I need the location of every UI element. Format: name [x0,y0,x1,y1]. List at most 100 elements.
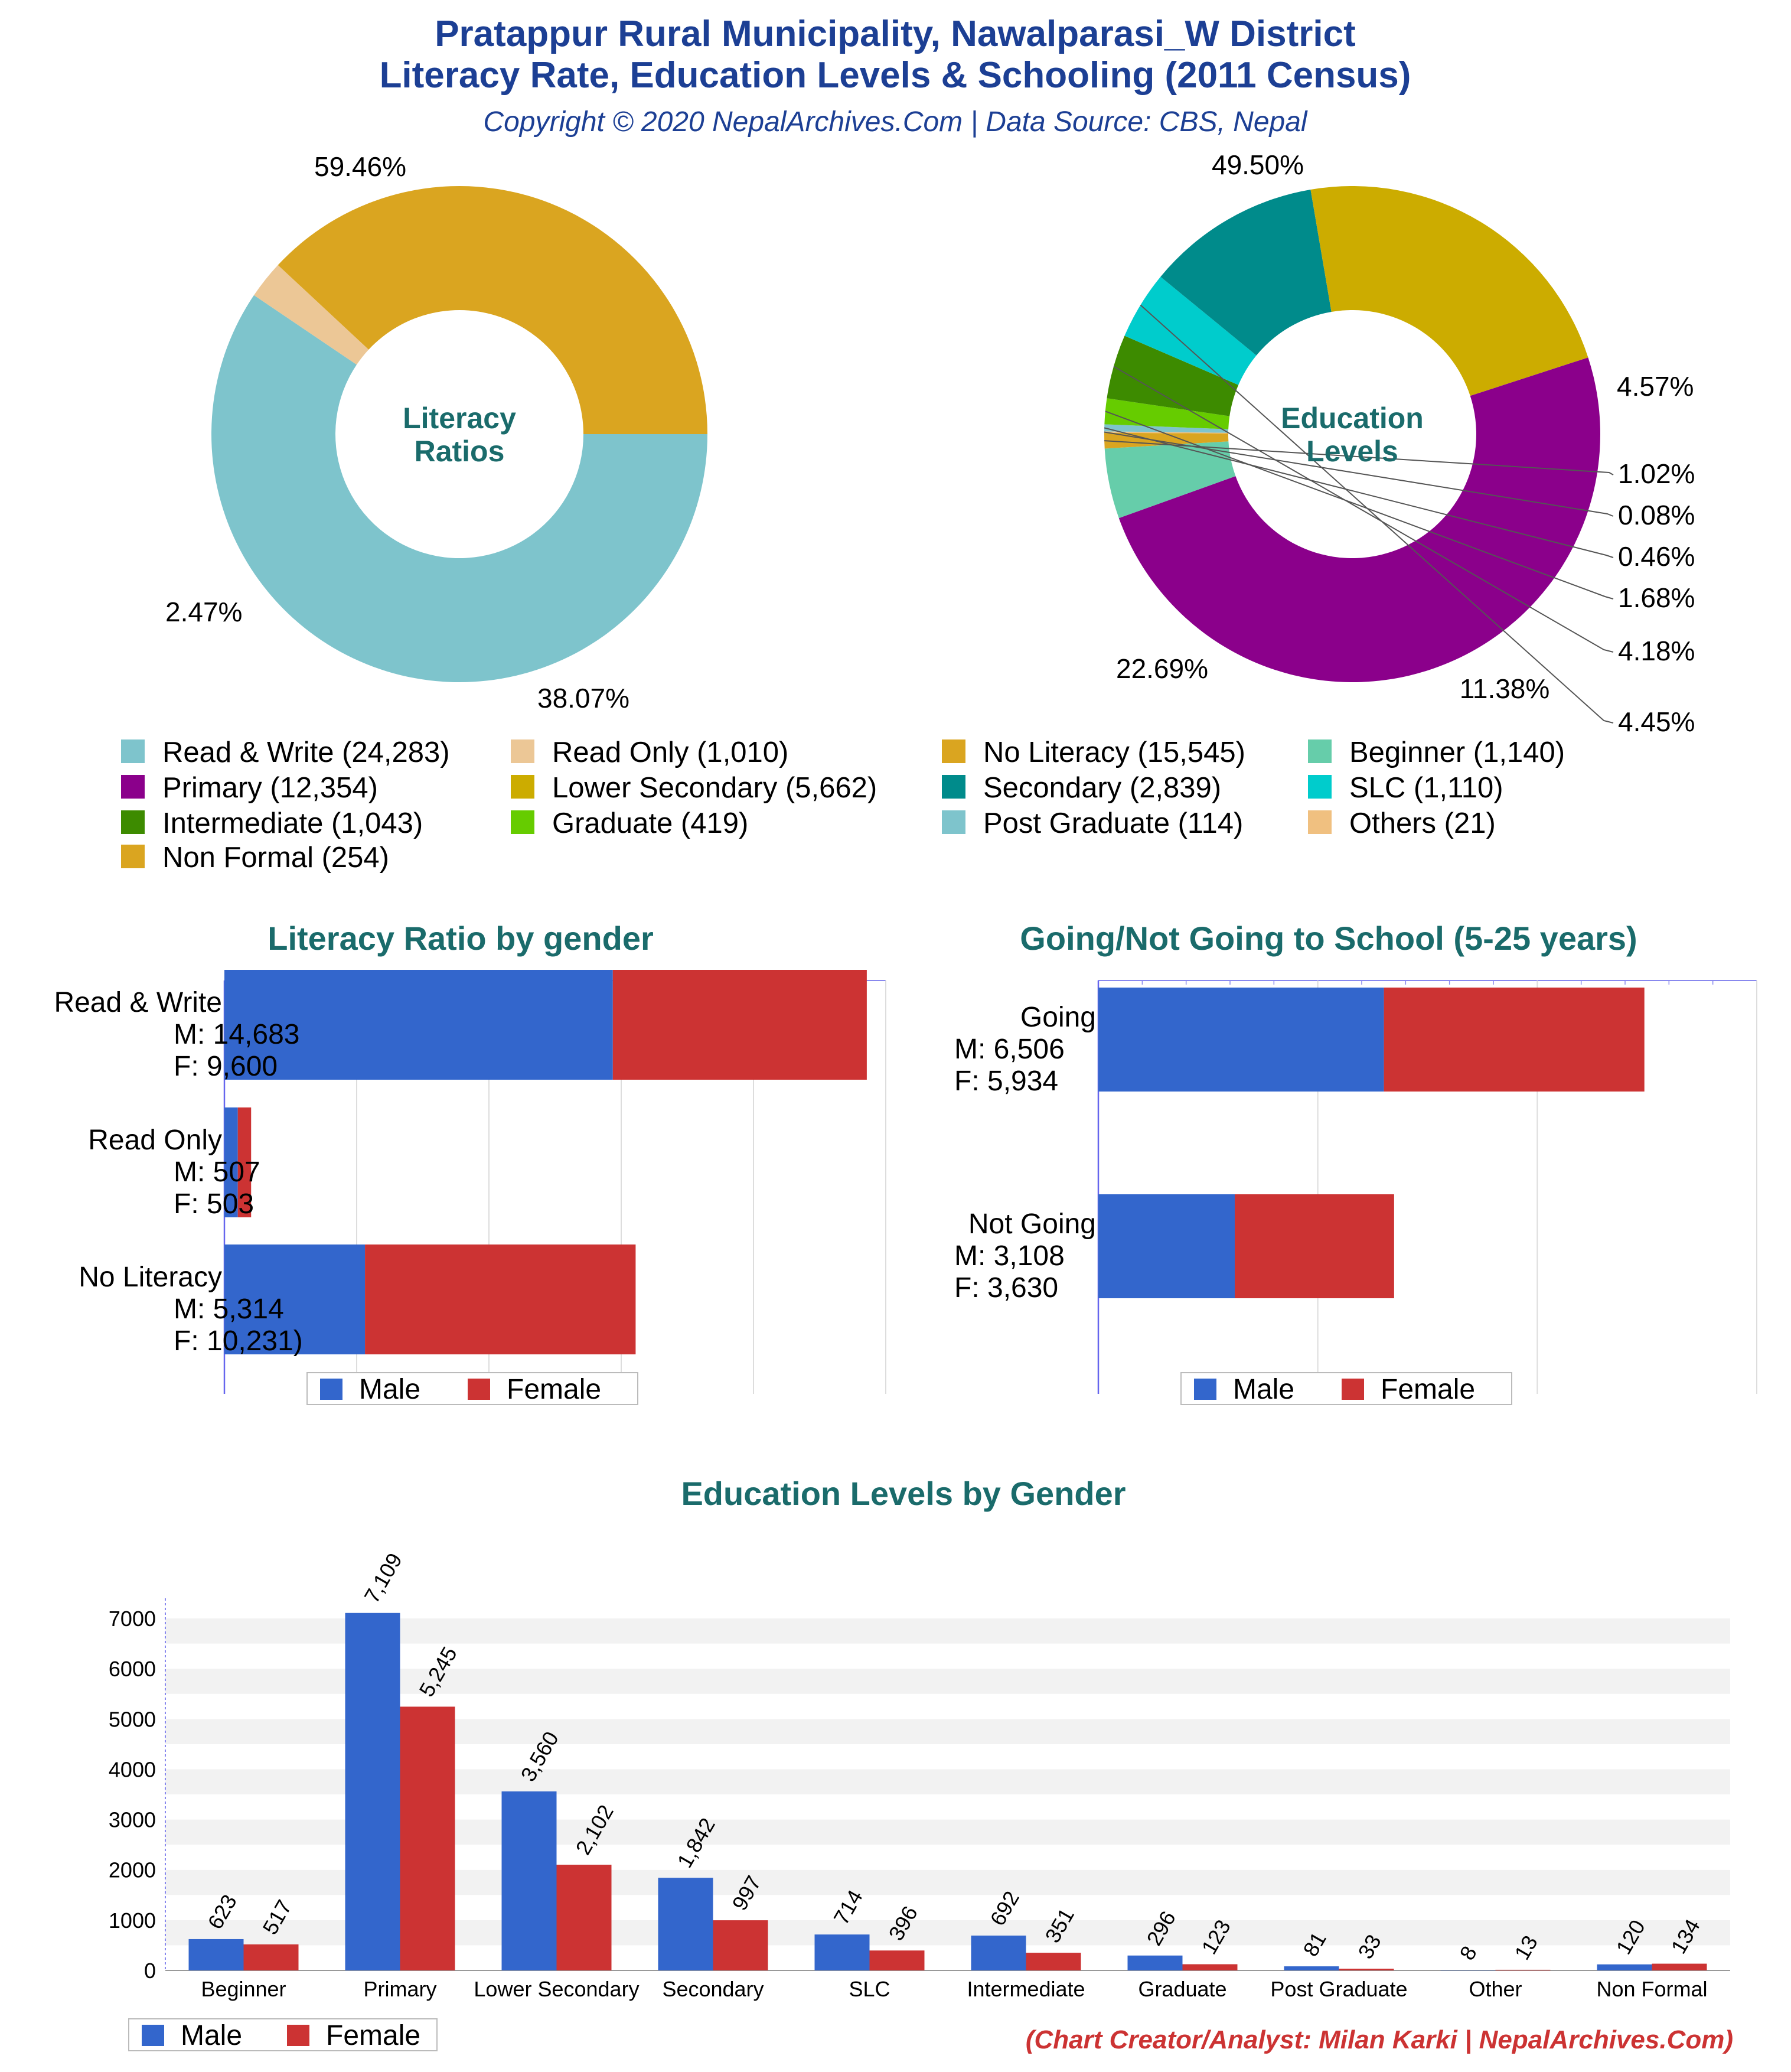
legend-swatch-non-formal-254 [121,845,145,868]
legend-swatch-read-only-1-010 [511,739,534,763]
literacy-gender-legend-female-swatch [468,1379,490,1400]
literacy-gender-bar-female-read-only [237,1107,252,1217]
literacy-gender-male-value-no-literacy: M: 5,314 [174,1294,284,1325]
education-gender-title: Education Levels by Gender [681,1475,1126,1512]
education-band-6000 [165,1643,1730,1669]
education-category-slc: SLC [849,1977,890,2001]
education-band-5500 [165,1669,1730,1694]
education-slice-secondary [1160,189,1332,356]
education-bar-male-slc [814,1934,870,1970]
education-ytick-7000: 7000 [109,1607,156,1631]
literacy-pct-no-literacy: 38.07% [537,683,629,714]
literacy-gender-male-value-read-only: M: 507 [174,1156,260,1188]
legend-swatch-intermediate-1-043 [121,810,145,834]
literacy-gender-female-value-no-literacy: F: 10,231) [174,1325,303,1357]
legend-label-others-21: Others (21) [1349,807,1496,839]
legend-swatch-beginner-1-140 [1308,739,1332,763]
literacy-center-label-1: Literacy [403,402,516,435]
legend-label-secondary-2-839: Secondary (2,839) [983,772,1221,804]
education-bar-female-beginner [243,1944,299,1970]
education-legend-female-swatch [287,2025,309,2046]
school-gender-bar-male-going [1098,988,1384,1092]
education-band-7000 [165,1598,1730,1619]
literacy-slice-read-only [254,265,369,365]
literacy-gender-bar-male-no-literacy [224,1244,366,1354]
education-bar-female-slc [869,1950,925,1970]
education-leader-post-graduate [1104,427,1614,558]
education-slice-lower-secondary [1310,185,1588,396]
school-gender-legend-female-label: Female [1381,1374,1475,1405]
literacy-gender-male-value-read-write: M: 14,683 [174,1019,299,1050]
school-gender-legend-male-label: Male [1233,1374,1294,1405]
legend-swatch-lower-secondary-5-662 [511,775,534,799]
education-bar-female-graduate [1182,1964,1238,1970]
literacy-gender-legend-female-label: Female [507,1374,601,1405]
education-bar-female-lower-secondary [556,1865,612,1970]
education-leader-non-formal [1104,440,1614,475]
literacy-gender-bar-male-read-only [224,1107,238,1217]
education-pct-slc: 4.45% [1618,706,1695,737]
education-pct-primary: 49.50% [1212,149,1304,180]
education-leader-graduate [1105,411,1614,600]
education-slice-primary [1118,357,1601,683]
education-bar-male-post-graduate [1284,1966,1339,1970]
legend-label-read-write-24-283: Read & Write (24,283) [162,737,450,768]
literacy-center-label-2: Ratios [415,435,505,468]
literacy-gender-bar-female-no-literacy [365,1244,636,1354]
education-pct-post-graduate: 0.46% [1618,541,1695,572]
legend-label-intermediate-1-043: Intermediate (1,043) [162,807,423,839]
literacy-pct-read-only: 2.47% [165,597,242,627]
education-slice-post-graduate [1104,424,1229,433]
literacy-gender-bar-male-read-write [224,970,613,1080]
literacy-gender-bar-female-read-write [612,970,867,1080]
education-data-label-male-primary: 7,109 [359,1549,407,1607]
school-gender-legend-male-swatch [1194,1379,1216,1400]
education-slice-graduate [1104,398,1230,429]
legend-swatch-slc-1-110 [1308,775,1332,799]
literacy-gender-label-read-only: Read Only [88,1125,222,1156]
education-pct-non-formal: 1.02% [1618,458,1695,489]
education-slice-intermediate [1107,335,1239,416]
literacy-slice-read-write [211,295,707,682]
education-bar-male-secondary [658,1878,713,1970]
education-band-6500 [165,1618,1730,1644]
education-category-secondary: Secondary [662,1977,764,2001]
school-gender-title: Going/Not Going to School (5-25 years) [1020,920,1637,957]
legend-label-no-literacy-15-545: No Literacy (15,545) [983,737,1245,768]
title-line1: Pratappur Rural Municipality, Nawalparas… [435,14,1356,54]
legend-label-lower-secondary-5-662: Lower Secondary (5,662) [552,772,877,804]
education-bar-female-intermediate [1026,1953,1081,1970]
school-gender-bar-female-going [1384,988,1645,1092]
education-pct-graduate: 1.68% [1618,582,1695,613]
education-pct-lower-secondary: 22.69% [1116,653,1208,684]
legend-swatch-secondary-2-839 [942,775,965,799]
literacy-gender-title: Literacy Ratio by gender [267,920,654,957]
legend-swatch-post-graduate-114 [942,810,965,834]
education-bar-female-secondary [713,1920,768,1970]
education-pct-beginner: 4.57% [1617,371,1694,402]
education-ytick-4000: 4000 [109,1757,156,1781]
literacy-pct-read-write: 59.46% [314,151,406,182]
education-bar-female-post-graduate [1339,1969,1394,1970]
legend-label-primary-12-354: Primary (12,354) [162,772,378,804]
education-legend-male-label: Male [181,2020,242,2051]
education-ytick-1000: 1000 [109,1908,156,1933]
literacy-slice-no-literacy [278,186,707,434]
education-bar-male-graduate [1127,1955,1183,1970]
literacy-gender-female-value-read-write: F: 9,600 [174,1051,278,1082]
legend-label-post-graduate-114: Post Graduate (114) [983,807,1243,839]
literacy-gender-label-read-write: Read & Write [54,987,222,1018]
education-category-beginner: Beginner [201,1977,286,2001]
education-bar-male-beginner [188,1939,244,1970]
education-slice-others [1104,431,1229,434]
school-gender-female-value-going: F: 5,934 [954,1066,1058,1097]
education-pct-intermediate: 4.18% [1618,636,1695,666]
education-center-label-1: Education [1281,402,1424,435]
school-gender-bar-female-not-going [1235,1194,1394,1298]
education-category-lower-secondary: Lower Secondary [474,1977,639,2001]
education-slice-slc [1124,276,1257,385]
